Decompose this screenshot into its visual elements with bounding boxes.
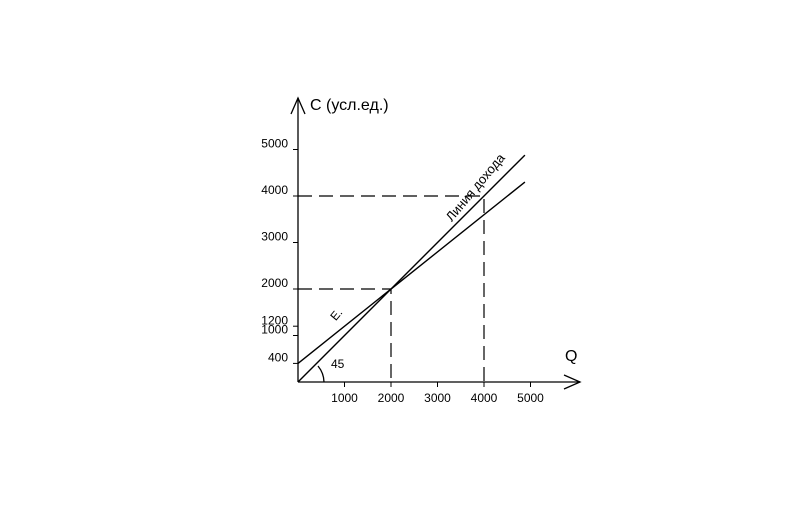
y-tick-label: 1200: [261, 313, 288, 327]
x-tick-label: 5000: [517, 391, 544, 405]
y-tick-label: 3000: [261, 230, 288, 244]
line: [297, 154, 526, 383]
y-tick-label: 400: [268, 351, 288, 365]
x-arrow: [563, 374, 582, 390]
angle-arc: [317, 365, 325, 383]
y-axis-label: C (усл.ед.): [310, 97, 389, 114]
series-label: Линия дохода: [443, 150, 509, 224]
x-tick-label: 3000: [424, 391, 451, 405]
line: [297, 181, 526, 364]
x-axis-label: Q: [565, 348, 577, 365]
angle-label: 45: [331, 357, 345, 371]
x-tick-label: 1000: [331, 391, 358, 405]
y-arrow: [290, 96, 306, 115]
y-tick-label: 4000: [261, 183, 288, 197]
x-tick-label: 4000: [471, 391, 498, 405]
x-tick-label: 2000: [378, 391, 405, 405]
y-tick-label: 2000: [261, 276, 288, 290]
series-label: E.: [327, 306, 345, 324]
y-tick-label: 1000: [261, 323, 288, 337]
y-tick-label: 5000: [261, 137, 288, 151]
